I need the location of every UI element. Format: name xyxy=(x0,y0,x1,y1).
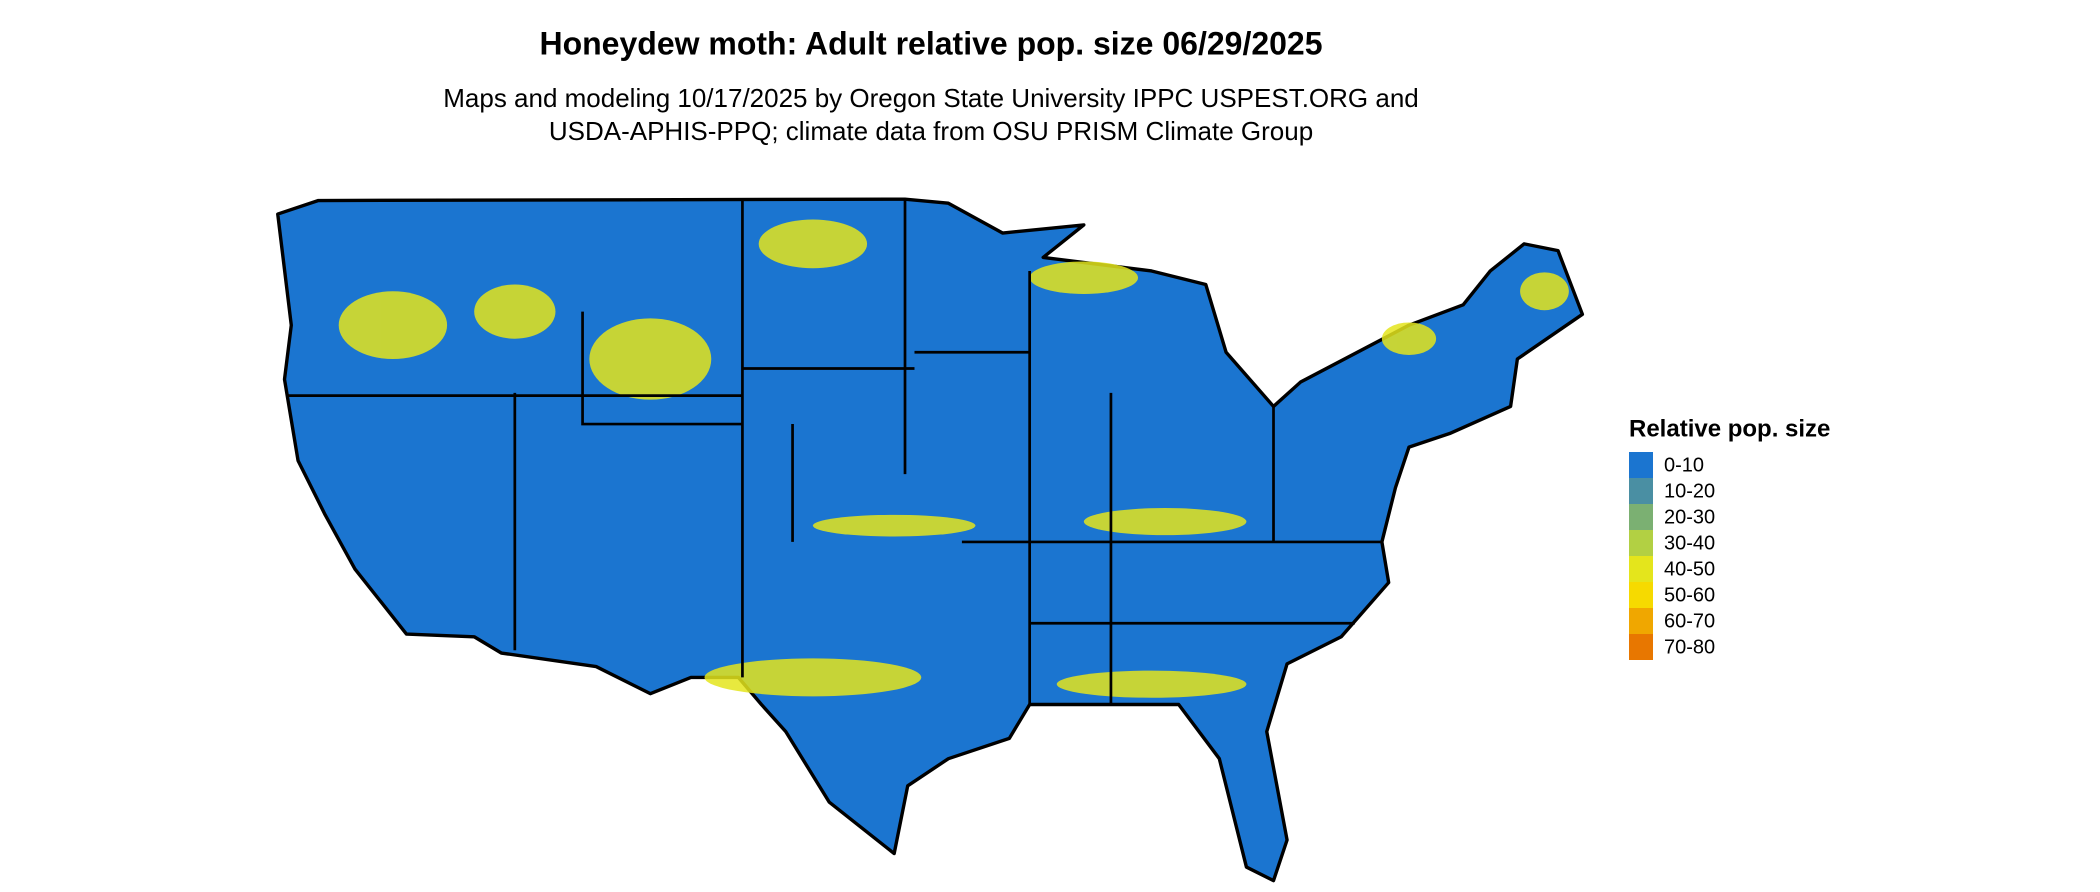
legend-label: 10-20 xyxy=(1664,480,1715,502)
legend-label: 20-30 xyxy=(1664,506,1715,528)
legend-label: 0-10 xyxy=(1664,454,1704,476)
us-outline xyxy=(276,197,1585,883)
map-subtitle: Maps and modeling 10/17/2025 by Oregon S… xyxy=(443,83,1419,113)
legend-swatch xyxy=(1629,556,1653,582)
legend-swatch xyxy=(1629,608,1653,634)
hotspots xyxy=(338,219,1569,698)
legend-label: 30-40 xyxy=(1664,532,1715,554)
legend-swatch xyxy=(1629,452,1653,478)
legend-swatch xyxy=(1629,582,1653,608)
legend-title: Relative pop. size xyxy=(1629,415,1830,442)
legend-label: 70-80 xyxy=(1664,636,1715,658)
legend-swatch xyxy=(1629,530,1653,556)
map-title: Honeydew moth: Adult relative pop. size … xyxy=(539,25,1322,61)
map-subtitle: USDA-APHIS-PPQ; climate data from OSU PR… xyxy=(549,116,1313,146)
state-borders xyxy=(287,199,1382,705)
legend-label: 50-60 xyxy=(1664,584,1715,606)
legend-swatch xyxy=(1629,478,1653,504)
legend-swatch xyxy=(1629,634,1653,660)
legend-label: 40-50 xyxy=(1664,558,1715,580)
legend-swatch xyxy=(1629,504,1653,530)
legend-label: 60-70 xyxy=(1664,610,1715,632)
legend: 0-10 10-20 20-30 30-40 40-50 50-60 60-70 70-80 xyxy=(1629,452,1715,660)
us-map xyxy=(276,197,1585,883)
